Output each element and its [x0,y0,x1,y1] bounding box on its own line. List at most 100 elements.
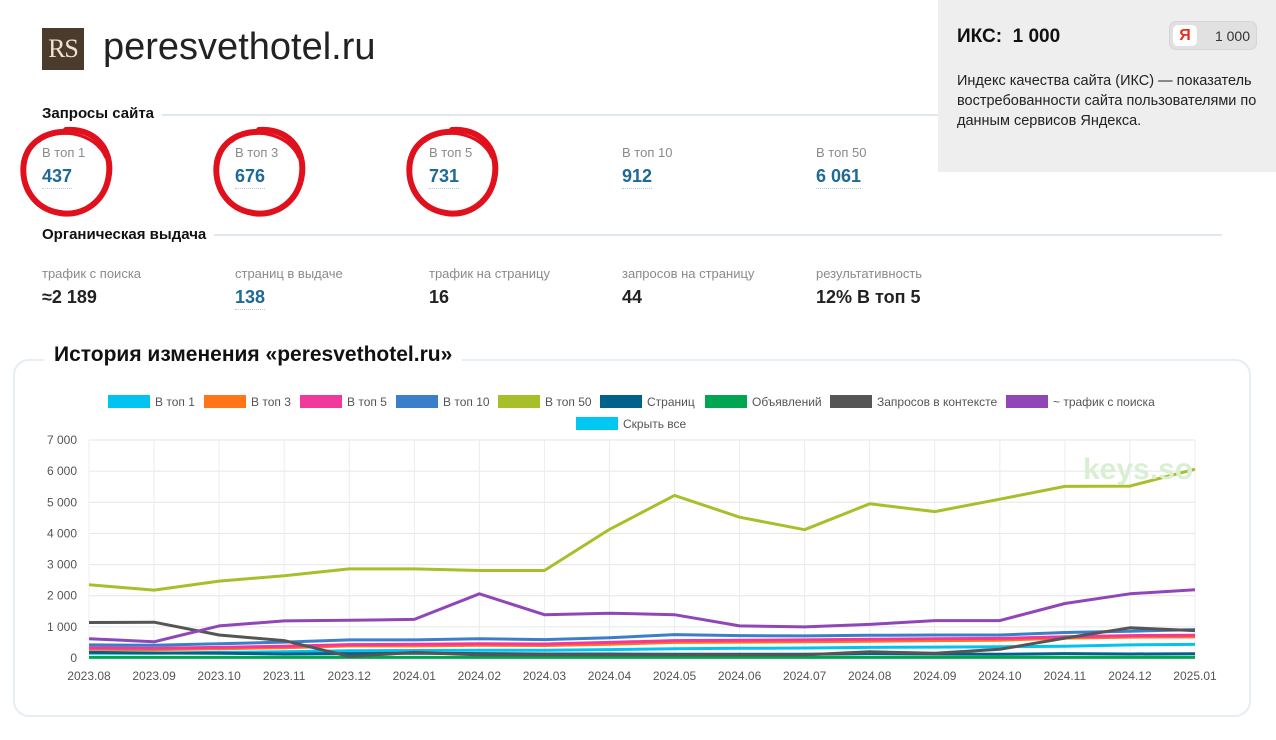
x-tick-label: 2024.05 [653,669,697,683]
legend-label: Объявлений [752,395,822,409]
iks-panel: ИКС: 1 000 Я 1 000 Индекс качества сайта… [938,0,1276,172]
stat-top10: В топ 10 912 [622,145,772,189]
stat-value-link[interactable]: 437 [42,166,73,189]
legend-item[interactable]: В топ 5 [300,395,387,409]
site-logo: RS [42,28,84,70]
x-tick-label: 2024.06 [718,669,762,683]
stat-queries-per-page: запросов на страницу 44 [622,266,772,309]
stat-search-traffic: трафик с поиска ≈2 189 [42,266,192,309]
legend-item[interactable]: В топ 50 [498,395,592,409]
stat-label: В топ 50 [816,145,867,160]
y-tick-label: 3 000 [47,558,77,572]
stat-label: страниц в выдаче [235,266,343,281]
stat-top3: В топ 3 676 [235,145,385,189]
x-tick-label: 2024.03 [523,669,567,683]
legend-item[interactable]: В топ 3 [204,395,291,409]
legend-swatch [830,395,872,408]
x-tick-label: 2023.12 [328,669,372,683]
series-line [88,588,1196,644]
y-tick-label: 7 000 [47,433,77,447]
stat-value: 16 [429,287,450,307]
x-tick-label: 2024.10 [978,669,1022,683]
yandex-icon: Я [1173,25,1197,46]
stat-value-link[interactable]: 731 [429,166,460,189]
legend-swatch [498,395,540,408]
series-line [88,467,1196,592]
keys-so-watermark: keys.so [1083,453,1193,486]
history-title: История изменения «peresvethotel.ru» [44,343,463,367]
legend-label: ~ трафик с поиска [1053,395,1155,409]
series-line [88,620,1196,658]
stat-label: В топ 1 [42,145,86,160]
legend-swatch [576,417,618,430]
legend-item[interactable]: ~ трафик с поиска [1006,395,1155,409]
legend-label: Запросов в контексте [877,395,998,409]
stat-value-link[interactable]: 676 [235,166,266,189]
stat-top50: В топ 50 6 061 [816,145,966,189]
x-tick-label: 2024.07 [783,669,827,683]
stat-label: результативность [816,266,923,281]
x-tick-label: 2023.08 [67,669,111,683]
stat-traffic-per-page: трафик на страницу 16 [429,266,579,309]
x-tick-label: 2023.10 [197,669,241,683]
legend-swatch [204,395,246,408]
legend-label: В топ 1 [155,395,195,409]
stat-value-link[interactable]: 6 061 [816,166,862,189]
stat-value: 44 [622,287,643,307]
legend-swatch [108,395,150,408]
legend-label: В топ 5 [347,395,387,409]
queries-heading: Запросы сайта [42,105,163,122]
legend-item[interactable]: Страниц [600,395,695,409]
legend-label: В топ 3 [251,395,291,409]
hide-all-button[interactable]: Скрыть все [576,417,686,431]
legend-item[interactable]: Объявлений [705,395,822,409]
x-tick-label: 2025.01 [1173,669,1217,683]
stat-top5: В топ 5 731 [429,145,579,189]
legend-item[interactable]: В топ 1 [108,395,195,409]
history-chart-panel [13,359,1251,717]
yandex-iks-badge[interactable]: Я 1 000 [1169,21,1257,50]
x-tick-label: 2024.04 [588,669,632,683]
x-tick-label: 2024.11 [1044,669,1087,683]
y-tick-label: 6 000 [47,464,77,478]
site-title: peresvethotel.ru [103,26,376,68]
x-tick-label: 2024.02 [458,669,502,683]
x-tick-label: 2024.09 [913,669,957,683]
legend-swatch [396,395,438,408]
legend-swatch [705,395,747,408]
x-tick-label: 2024.12 [1108,669,1152,683]
legend-label: Страниц [647,395,695,409]
stat-label: В топ 10 [622,145,673,160]
stat-label: запросов на страницу [622,266,755,281]
legend-label: В топ 10 [443,395,490,409]
legend-swatch [1006,395,1048,408]
stat-top1: В топ 1 437 [42,145,192,189]
x-tick-label: 2024.08 [848,669,892,683]
legend-item[interactable]: Запросов в контексте [830,395,997,409]
stat-value-link[interactable]: 138 [235,287,266,310]
stat-label: В топ 5 [429,145,473,160]
x-tick-label: 2023.11 [263,669,306,683]
iks-description: Индекс качества сайта (ИКС) — показатель… [957,73,1257,129]
stat-label: В топ 3 [235,145,279,160]
iks-title: ИКС: 1 000 [957,26,1061,47]
divider [214,234,1222,236]
y-tick-label: 4 000 [47,526,77,540]
series-line [88,633,1196,650]
legend-item[interactable]: В топ 10 [396,395,490,409]
legend-label: Скрыть все [623,417,687,431]
stat-label: трафик на страницу [429,266,550,281]
stat-value: ≈2 189 [42,287,97,307]
stat-label: трафик с поиска [42,266,142,281]
y-tick-label: 5 000 [47,495,77,509]
organic-heading: Органическая выдача [42,226,215,243]
iks-badge-value: 1 000 [1214,28,1250,44]
x-tick-label: 2023.09 [132,669,176,683]
stat-effectiveness: результативность 12% В топ 5 [816,266,966,309]
y-tick-label: 1 000 [47,620,77,634]
stat-value-link[interactable]: 912 [622,166,653,189]
stat-value: 12% В топ 5 [816,287,921,307]
y-tick-label: 0 [70,651,77,665]
x-tick-label: 2024.01 [393,669,437,683]
